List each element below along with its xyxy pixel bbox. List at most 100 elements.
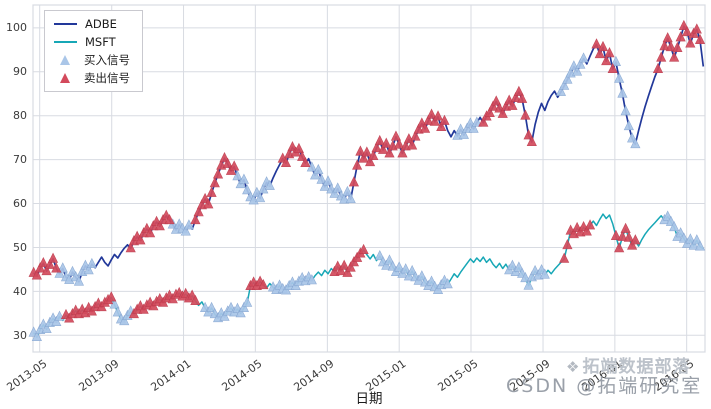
sell-signal-marker	[410, 130, 421, 141]
y-tick-label: 100	[6, 21, 27, 35]
sell-signal-marker	[607, 62, 618, 74]
sell-signal-marker	[31, 269, 42, 280]
buy-signal-marker	[403, 270, 414, 281]
sell-signal-marker	[297, 150, 308, 161]
buy-signal-marker	[255, 191, 266, 203]
buy-signal-marker	[578, 52, 589, 63]
buy-signal-marker	[620, 105, 631, 116]
legend-line-swatch	[54, 41, 77, 43]
buy-signal-marker	[345, 192, 356, 204]
sell-signal-marker	[597, 40, 609, 52]
legend: ADBE MSFT 买入信号 卖出信号	[44, 10, 143, 92]
y-tick-label: 40	[13, 284, 27, 298]
buy-signal-marker	[610, 55, 622, 67]
sell-signal-marker	[581, 225, 592, 236]
sell-signal-marker	[665, 40, 677, 52]
sell-signal-marker	[193, 206, 204, 217]
sell-signal-marker	[44, 258, 55, 269]
msft-price-line	[32, 213, 704, 338]
sell-signal-marker	[358, 243, 369, 254]
sell-signal-marker	[377, 143, 389, 154]
sell-signal-marker	[300, 156, 311, 168]
buy-signal-marker	[572, 65, 583, 76]
y-tick-label: 60	[13, 197, 27, 211]
buy-signal-marker	[694, 240, 706, 251]
sell-signal-marker	[423, 114, 434, 125]
sell-signal-marker	[656, 51, 667, 62]
legend-item-0: ADBE	[54, 17, 130, 31]
sell-signal-marker	[125, 242, 136, 253]
sell-signal-marker	[432, 110, 444, 121]
sell-signal-marker	[355, 145, 366, 156]
sell-signal-marker	[339, 259, 350, 270]
y-tick-label: 70	[13, 153, 27, 167]
buy-signal-marker	[51, 315, 62, 327]
sell-signal-marker	[407, 139, 418, 150]
sell-signal-marker	[352, 159, 363, 170]
sell-signal-marker	[617, 230, 628, 241]
sell-signal-marker	[364, 155, 376, 167]
sell-signal-marker	[219, 152, 230, 163]
sell-signal-marker	[374, 134, 385, 146]
buy-signal-marker	[339, 193, 350, 204]
y-tick-label: 30	[13, 328, 27, 342]
buy-signal-marker	[306, 274, 317, 285]
buy-signal-marker	[614, 72, 625, 83]
legend-item-2: 买入信号	[54, 53, 130, 67]
sell-signal-marker	[682, 25, 693, 37]
sell-signal-marker	[145, 227, 156, 238]
sell-signal-marker	[41, 264, 52, 276]
buy-signal-marker	[523, 279, 534, 290]
buy-signal-marker	[575, 58, 586, 69]
legend-item-1: MSFT	[54, 35, 130, 49]
sell-signal-marker	[584, 219, 596, 230]
sell-signal-marker	[384, 147, 395, 158]
sell-signal-marker	[38, 257, 49, 268]
buy-signal-marker	[206, 301, 217, 312]
sell-signal-marker	[280, 156, 292, 168]
buy-signal-marker	[83, 264, 94, 275]
sell-signal-marker	[562, 238, 573, 250]
sell-signal-marker	[510, 91, 521, 103]
buy-signal-marker	[513, 261, 524, 272]
sell-signal-marker	[135, 234, 146, 245]
sell-signal-marker	[685, 37, 696, 48]
buy-signal-marker	[342, 185, 353, 197]
sell-signal-marker	[342, 266, 353, 277]
y-tick-label: 50	[13, 240, 27, 254]
sell-signal-marker	[627, 239, 638, 250]
buy-signal-marker	[238, 301, 250, 312]
sell-signal-marker	[497, 107, 508, 118]
x-axis-title: 日期	[355, 391, 383, 407]
buy-signal-marker	[264, 179, 275, 190]
sell-signal-marker	[517, 92, 528, 103]
watermark-brand-text: 拓端数据部落	[582, 357, 691, 377]
sell-signal-marker	[604, 47, 615, 58]
sell-signal-marker	[212, 168, 224, 179]
sell-signal-marker	[526, 135, 537, 146]
sell-signal-marker	[381, 137, 392, 148]
buy-signal-marker	[458, 128, 469, 139]
buy-signal-marker	[374, 249, 385, 261]
sell-signal-marker	[652, 62, 664, 74]
sell-signal-marker	[361, 146, 372, 157]
sell-signal-marker	[513, 85, 524, 96]
buy-signal-marker	[242, 184, 253, 195]
buy-signal-marker	[64, 273, 75, 284]
sell-signal-marker	[614, 242, 625, 253]
sell-signal-marker	[520, 109, 531, 120]
sell-signal-marker	[591, 38, 602, 49]
sell-signal-marker	[419, 122, 431, 133]
buy-signal-marker	[507, 259, 518, 270]
sell-signal-marker	[106, 291, 117, 302]
sell-signal-marker	[523, 129, 534, 140]
sell-signal-marker	[601, 54, 612, 66]
sell-signal-marker	[594, 47, 605, 59]
sell-signal-marker	[348, 176, 359, 187]
sell-signal-marker	[335, 264, 347, 276]
sell-signal-marker	[190, 213, 201, 225]
sell-signal-marker	[610, 229, 622, 240]
sell-signal-marker	[623, 231, 634, 242]
buy-signal-marker	[669, 220, 680, 232]
